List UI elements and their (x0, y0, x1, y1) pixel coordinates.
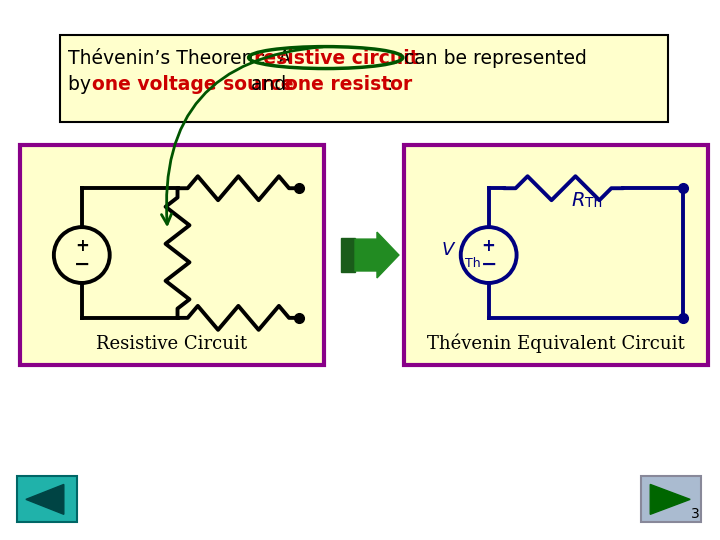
FancyBboxPatch shape (642, 476, 701, 522)
Text: one voltage source: one voltage source (92, 75, 294, 93)
Text: −: − (73, 254, 90, 274)
Text: Thévenin’s Theorem:  A: Thévenin’s Theorem: A (68, 49, 297, 68)
Text: Resistive Circuit: Resistive Circuit (96, 335, 248, 353)
Text: by: by (68, 75, 96, 93)
Text: +: + (75, 237, 89, 255)
Text: resistive circuit: resistive circuit (253, 49, 418, 68)
Polygon shape (26, 484, 64, 514)
FancyArrow shape (341, 238, 355, 272)
Polygon shape (650, 484, 690, 514)
FancyBboxPatch shape (404, 145, 708, 364)
Text: Thévenin Equivalent Circuit: Thévenin Equivalent Circuit (427, 333, 685, 353)
FancyBboxPatch shape (20, 145, 324, 364)
Text: one resistor: one resistor (285, 75, 413, 93)
Text: :: : (387, 75, 393, 93)
Text: −: − (480, 254, 497, 274)
Text: +: + (482, 237, 495, 255)
Text: Th: Th (464, 256, 480, 269)
Text: 3: 3 (691, 507, 700, 521)
Text: Th: Th (585, 196, 603, 210)
FancyBboxPatch shape (60, 35, 668, 123)
Text: $V$: $V$ (441, 241, 456, 259)
Text: $R$: $R$ (572, 191, 585, 210)
Text: can be represented: can be represented (398, 49, 587, 68)
FancyBboxPatch shape (17, 476, 77, 522)
FancyArrow shape (355, 232, 399, 278)
Text: and: and (245, 75, 292, 93)
FancyArrowPatch shape (161, 47, 323, 224)
